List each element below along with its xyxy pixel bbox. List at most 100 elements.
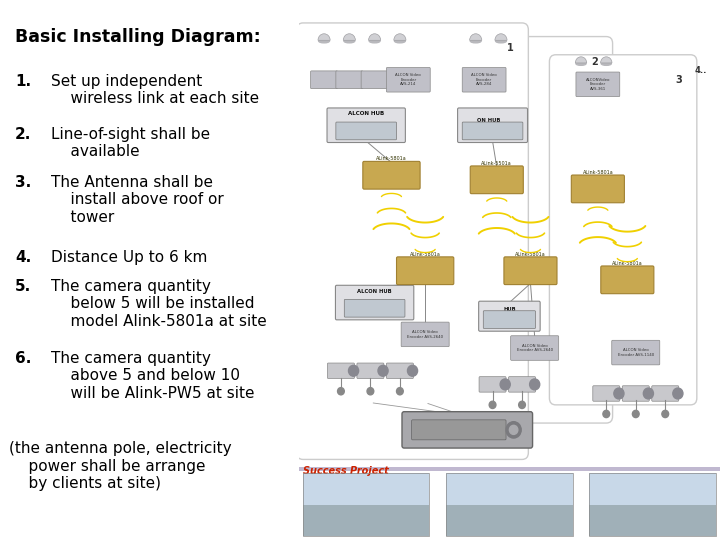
Circle shape: [397, 388, 403, 395]
Text: HUB: HUB: [503, 307, 516, 312]
Ellipse shape: [395, 39, 405, 43]
Text: 6.: 6.: [15, 351, 31, 366]
Text: ALink-5801a: ALink-5801a: [612, 261, 643, 266]
Wedge shape: [318, 34, 330, 40]
Text: ALCON HUB: ALCON HUB: [357, 289, 392, 294]
FancyBboxPatch shape: [397, 257, 454, 285]
FancyBboxPatch shape: [600, 266, 654, 294]
Bar: [446, 505, 572, 536]
Circle shape: [489, 401, 496, 408]
FancyBboxPatch shape: [593, 386, 620, 401]
FancyBboxPatch shape: [336, 285, 414, 320]
Ellipse shape: [495, 39, 506, 43]
Text: 3.: 3.: [15, 175, 31, 190]
Wedge shape: [343, 34, 356, 40]
FancyBboxPatch shape: [402, 411, 533, 448]
Circle shape: [614, 388, 624, 399]
Circle shape: [632, 410, 639, 417]
Text: ALCON Video
Encoder AVS-2640: ALCON Video Encoder AVS-2640: [517, 344, 553, 352]
Circle shape: [500, 379, 510, 390]
Text: The Antenna shall be
    install above roof or
    tower: The Antenna shall be install above roof …: [51, 175, 223, 225]
Text: ALCON Video
Encoder
AVS-284: ALCON Video Encoder AVS-284: [472, 73, 497, 86]
Wedge shape: [495, 34, 507, 40]
FancyBboxPatch shape: [297, 23, 528, 460]
FancyBboxPatch shape: [357, 363, 384, 379]
Text: 5.: 5.: [15, 279, 31, 294]
Circle shape: [644, 388, 654, 399]
Circle shape: [367, 388, 374, 395]
FancyBboxPatch shape: [387, 363, 413, 379]
Text: Distance Up to 6 km: Distance Up to 6 km: [51, 249, 207, 265]
FancyBboxPatch shape: [458, 108, 528, 143]
Text: 2.: 2.: [15, 127, 31, 142]
Bar: [446, 474, 572, 505]
FancyBboxPatch shape: [571, 175, 624, 202]
Bar: [590, 474, 716, 505]
FancyBboxPatch shape: [622, 386, 649, 401]
FancyBboxPatch shape: [508, 377, 536, 392]
Ellipse shape: [601, 62, 611, 65]
Text: ALCON Video
Encoder AVS-1140: ALCON Video Encoder AVS-1140: [618, 348, 654, 357]
Circle shape: [506, 422, 521, 438]
Text: ALink-5801a: ALink-5801a: [515, 252, 546, 257]
Text: ALCON Video
Encoder AVS-2640: ALCON Video Encoder AVS-2640: [407, 330, 444, 339]
Ellipse shape: [369, 39, 380, 43]
Text: Basic Installing Diagram:: Basic Installing Diagram:: [15, 28, 261, 46]
Ellipse shape: [344, 39, 355, 43]
Ellipse shape: [576, 62, 586, 65]
FancyBboxPatch shape: [504, 257, 557, 285]
Text: (the antenna pole, electricity
    power shall be arrange
    by clients at site: (the antenna pole, electricity power sha…: [9, 441, 232, 491]
Text: 4..: 4..: [695, 66, 707, 75]
Text: Success Project: Success Project: [303, 465, 389, 476]
FancyBboxPatch shape: [401, 322, 449, 347]
FancyBboxPatch shape: [510, 336, 559, 360]
Wedge shape: [575, 57, 587, 63]
FancyBboxPatch shape: [336, 122, 397, 140]
FancyBboxPatch shape: [612, 340, 660, 365]
Text: 2: 2: [591, 57, 598, 67]
Text: ALCONVideo
Encoder
AVS-361: ALCONVideo Encoder AVS-361: [585, 78, 610, 91]
Bar: [303, 505, 429, 536]
Wedge shape: [369, 34, 381, 40]
Circle shape: [603, 410, 610, 417]
Circle shape: [338, 388, 344, 395]
Text: The camera quantity
    below 5 will be installed
    model Alink-5801a at site: The camera quantity below 5 will be inst…: [51, 279, 266, 329]
FancyBboxPatch shape: [361, 71, 388, 89]
FancyBboxPatch shape: [549, 55, 697, 405]
Wedge shape: [394, 34, 406, 40]
FancyBboxPatch shape: [479, 301, 540, 331]
FancyBboxPatch shape: [363, 161, 420, 189]
FancyBboxPatch shape: [387, 68, 431, 92]
Text: 1.: 1.: [15, 73, 31, 89]
Bar: [299, 467, 720, 471]
Text: ALink-5501a: ALink-5501a: [482, 161, 512, 166]
Text: 4.: 4.: [15, 249, 31, 265]
FancyBboxPatch shape: [344, 299, 405, 317]
Text: ALink-5801a: ALink-5801a: [376, 157, 407, 161]
Circle shape: [518, 401, 526, 408]
FancyBboxPatch shape: [412, 420, 506, 440]
FancyBboxPatch shape: [328, 363, 354, 379]
Text: ALInk-5801a: ALInk-5801a: [410, 252, 441, 257]
Circle shape: [662, 410, 669, 417]
FancyBboxPatch shape: [462, 122, 523, 140]
Bar: [303, 474, 429, 505]
Wedge shape: [469, 34, 482, 40]
Circle shape: [408, 365, 418, 376]
Circle shape: [510, 426, 518, 434]
Text: 3: 3: [675, 75, 682, 85]
Text: ALCON HUB: ALCON HUB: [348, 111, 384, 116]
Circle shape: [378, 365, 388, 376]
FancyBboxPatch shape: [440, 37, 613, 423]
Wedge shape: [600, 57, 612, 63]
Text: Line-of-sight shall be
    available: Line-of-sight shall be available: [51, 127, 210, 159]
Ellipse shape: [319, 39, 330, 43]
FancyBboxPatch shape: [576, 72, 620, 97]
FancyBboxPatch shape: [479, 377, 506, 392]
FancyBboxPatch shape: [310, 71, 338, 89]
Ellipse shape: [470, 39, 481, 43]
Bar: [590, 505, 716, 536]
Circle shape: [530, 379, 540, 390]
FancyBboxPatch shape: [470, 166, 523, 194]
FancyBboxPatch shape: [652, 386, 679, 401]
